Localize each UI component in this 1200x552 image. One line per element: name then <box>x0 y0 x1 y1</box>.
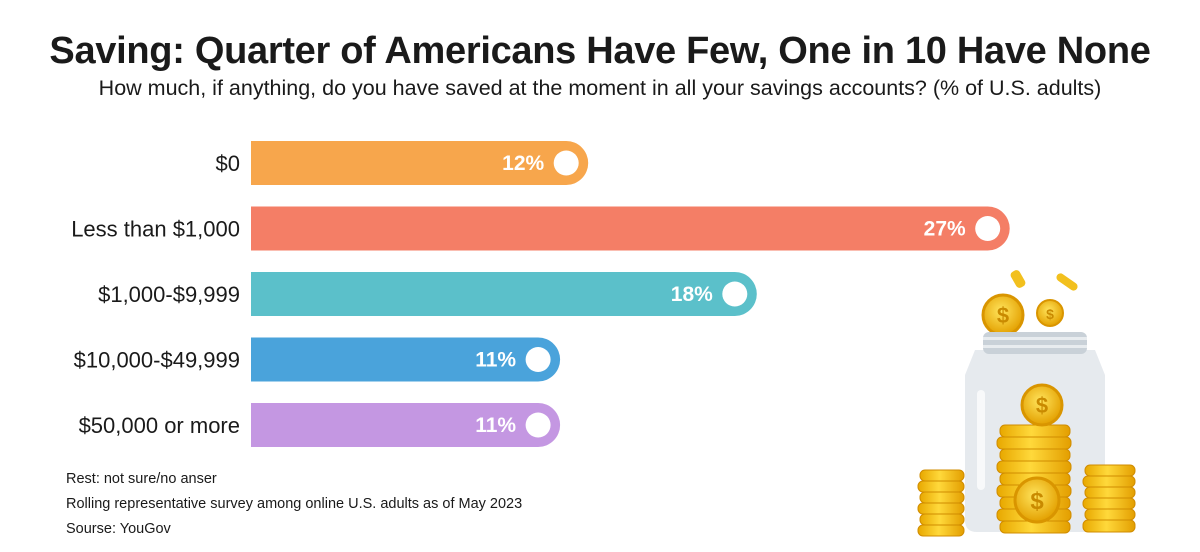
note-source: Sourse: YouGov <box>66 521 171 537</box>
svg-text:$: $ <box>1036 393 1048 418</box>
chart-title: Saving: Quarter of Americans Have Few, O… <box>49 30 1151 72</box>
value-label-1: 27% <box>924 218 966 241</box>
category-label-4: $50,000 or more <box>79 413 240 438</box>
category-label-2: $1,000-$9,999 <box>98 282 240 307</box>
category-label-0: $0 <box>216 151 240 176</box>
chart-subtitle: How much, if anything, do you have saved… <box>98 76 1102 100</box>
value-label-3: 11% <box>475 349 516 372</box>
bar-end-dot-3 <box>525 347 551 372</box>
value-label-4: 11% <box>475 414 516 437</box>
value-label-2: 18% <box>671 283 713 306</box>
svg-text:$: $ <box>1030 488 1044 515</box>
bar-4 <box>251 403 561 447</box>
category-label-3: $10,000-$49,999 <box>74 348 240 373</box>
footnotes: Rest: not sure/no anser Rolling represen… <box>66 467 522 542</box>
bar-end-dot-4 <box>525 412 551 438</box>
bar-2 <box>251 272 757 316</box>
note-methodology: Rolling representative survey among onli… <box>66 496 523 512</box>
bar-3 <box>251 337 561 382</box>
bar-end-dot-2 <box>722 281 748 307</box>
svg-text:$: $ <box>1046 306 1054 322</box>
note-rest: Rest: not sure/no anser <box>66 471 217 487</box>
value-label-0: 12% <box>502 152 544 175</box>
svg-text:$: $ <box>997 303 1009 328</box>
category-label-1: Less than $1,000 <box>71 217 240 242</box>
bar-1 <box>251 206 1010 251</box>
coin-jar-icon: $ $ $ $ <box>917 270 1136 537</box>
bar-end-dot-1 <box>975 216 1001 241</box>
bar-end-dot-0 <box>553 150 579 176</box>
bar-0 <box>251 141 589 185</box>
